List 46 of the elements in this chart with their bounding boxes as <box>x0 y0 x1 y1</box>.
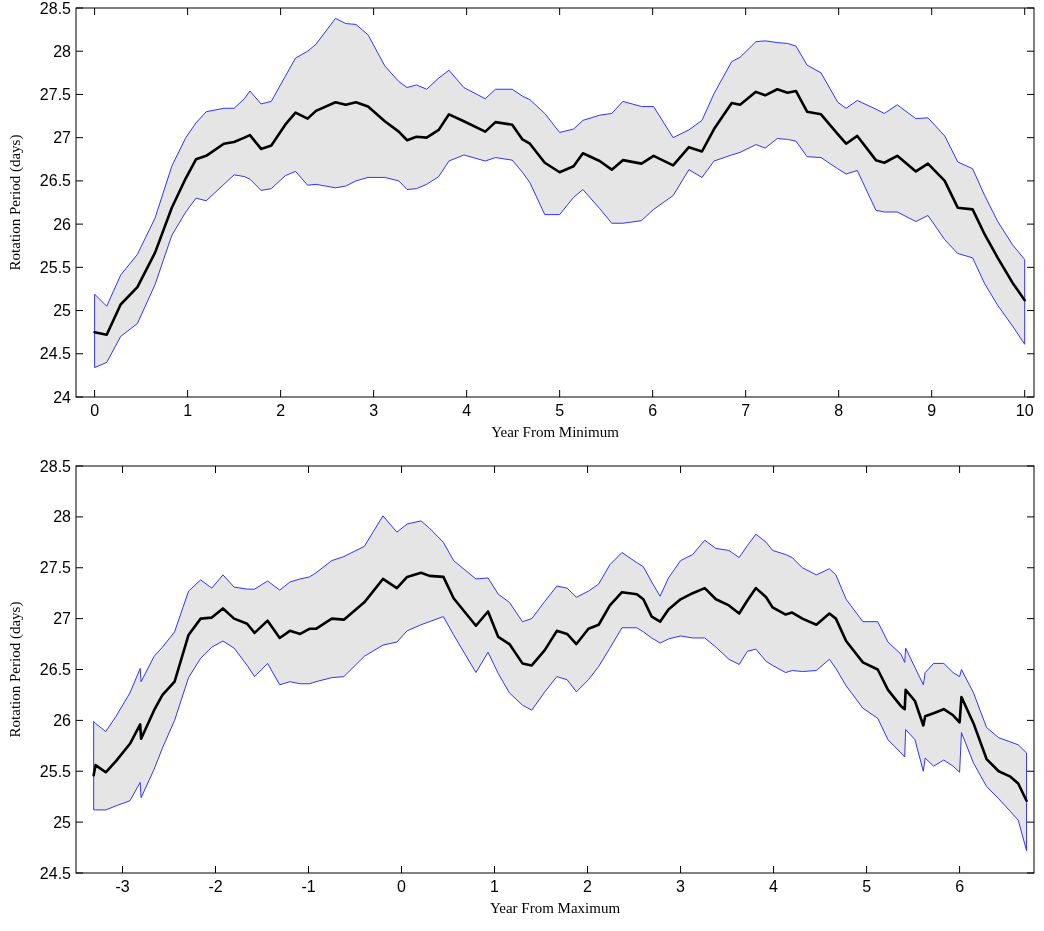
x-tick-label: 3 <box>369 402 379 419</box>
y-tick-label: 24 <box>53 388 72 406</box>
x-tick-label: 0 <box>397 878 407 895</box>
x-tick-label: 4 <box>462 402 472 419</box>
x-tick-label: 2 <box>276 402 286 419</box>
y-axis-title: Rotation Period (days) <box>7 134 24 271</box>
x-tick-label: 7 <box>741 402 751 419</box>
x-tick-label: 0 <box>90 402 100 419</box>
y-tick-label: 27.5 <box>39 86 72 104</box>
x-tick-label: -2 <box>208 878 223 895</box>
y-tick-label: 27 <box>53 129 72 147</box>
y-tick-label: 27 <box>53 610 72 628</box>
x-tick-label: -3 <box>115 878 130 895</box>
y-tick-label: 26 <box>53 215 72 233</box>
x-axis-title: Year From Maximum <box>489 900 621 916</box>
x-tick-label: 6 <box>955 878 965 895</box>
y-tick-label: 26.5 <box>39 661 72 679</box>
x-tick-label: 5 <box>862 878 872 895</box>
y-axis-title: Rotation Period (days) <box>7 601 24 738</box>
y-tick-label: 25 <box>53 813 72 831</box>
x-tick-label: 10 <box>1015 402 1034 419</box>
y-tick-label: 26.5 <box>39 172 72 190</box>
y-tick-label: 28.5 <box>39 0 72 17</box>
y-tick-label: 24.5 <box>39 864 72 882</box>
y-tick-label: 24.5 <box>39 345 72 363</box>
x-tick-label: 8 <box>834 402 844 419</box>
y-tick-label: 27.5 <box>39 559 72 577</box>
x-tick-label: 2 <box>583 878 593 895</box>
y-tick-label: 25.5 <box>39 762 72 780</box>
y-tick-label: 25 <box>53 302 72 320</box>
x-tick-label: 5 <box>555 402 565 419</box>
x-tick-label: 1 <box>183 402 193 419</box>
y-tick-label: 28.5 <box>39 457 72 475</box>
x-tick-label: 6 <box>648 402 658 419</box>
y-tick-label: 26 <box>53 711 72 729</box>
x-tick-label: 1 <box>490 878 500 895</box>
y-tick-label: 25.5 <box>39 258 72 276</box>
line-series <box>93 87 1026 337</box>
x-axis-title: Year From Minimum <box>491 424 620 440</box>
y-tick-label: 28 <box>53 42 72 60</box>
line-series <box>92 571 1028 803</box>
x-tick-label: -1 <box>301 878 316 895</box>
x-tick-label: 4 <box>769 878 779 895</box>
x-tick-label: 3 <box>676 878 686 895</box>
x-tick-label: 9 <box>927 402 937 419</box>
y-tick-label: 28 <box>53 508 72 526</box>
